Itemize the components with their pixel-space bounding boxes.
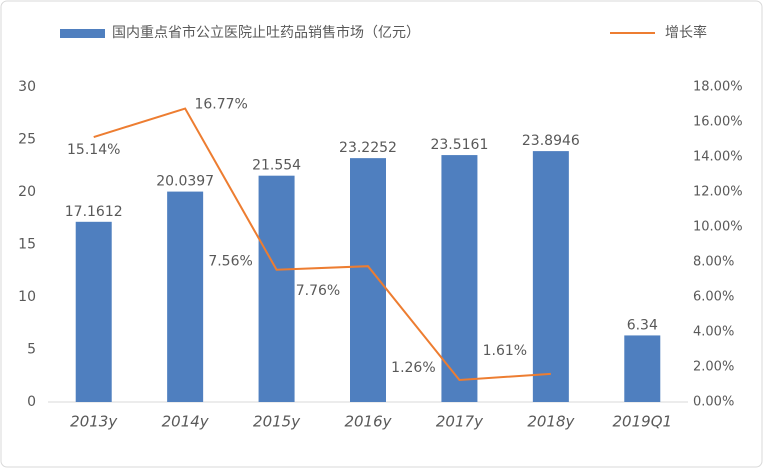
y2-tick-label: 16.00% — [693, 115, 743, 130]
y-tick-label: 20 — [18, 184, 36, 200]
bar-value-label: 23.5161 — [430, 137, 488, 153]
line-value-label: 7.76% — [296, 283, 340, 299]
line-value-label: 1.61% — [483, 343, 527, 359]
bar — [532, 151, 569, 402]
y-tick-label: 30 — [18, 79, 36, 95]
x-tick-label: 2016y — [344, 413, 392, 431]
x-tick-label: 2018y — [527, 413, 575, 431]
y2-tick-label: 0.00% — [693, 395, 734, 410]
bar — [167, 191, 204, 402]
y-tick-label: 5 — [27, 342, 36, 358]
growth-line — [93, 107, 551, 381]
x-tick-label: 2013y — [70, 413, 118, 431]
bar-value-label: 21.554 — [252, 158, 301, 174]
line-value-label: 15.14% — [67, 142, 120, 158]
y2-tick-label: 8.00% — [693, 255, 734, 270]
y-tick-label: 10 — [18, 289, 36, 305]
line-value-label: 16.77% — [194, 97, 247, 113]
y-tick-label: 25 — [18, 132, 36, 148]
y-tick-label: 0 — [27, 394, 36, 410]
line-value-label: 1.26% — [391, 360, 435, 376]
y2-tick-label: 12.00% — [693, 185, 743, 200]
y2-tick-label: 14.00% — [693, 150, 743, 165]
bar — [441, 155, 478, 402]
y2-tick-label: 10.00% — [693, 220, 743, 235]
y2-tick-label: 18.00% — [693, 80, 743, 95]
y2-tick-label: 6.00% — [693, 290, 734, 305]
y2-tick-label: 4.00% — [693, 325, 734, 340]
bar-value-label: 23.2252 — [339, 140, 397, 156]
y2-tick-label: 2.00% — [693, 360, 734, 375]
bar-value-label: 17.1612 — [65, 204, 123, 220]
x-tick-label: 2017y — [436, 413, 484, 431]
x-tick-label: 2015y — [253, 413, 301, 431]
legend-swatch — [60, 29, 105, 38]
legend-label: 增长率 — [665, 24, 707, 41]
bar — [350, 158, 386, 402]
legend-label: 国内重点省市公立医院止吐药品销售市场（亿元） — [112, 24, 420, 41]
bar-value-label: 6.34 — [627, 317, 658, 333]
bar — [624, 335, 661, 402]
bar-value-label: 20.0397 — [156, 174, 214, 190]
x-tick-label: 2014y — [162, 413, 210, 431]
bar — [258, 175, 295, 402]
bar — [75, 221, 112, 402]
line-value-label: 7.56% — [208, 254, 252, 270]
x-tick-label: 2019Q1 — [613, 413, 673, 431]
bar-value-label: 23.8946 — [522, 133, 580, 149]
y-tick-label: 15 — [18, 237, 36, 253]
